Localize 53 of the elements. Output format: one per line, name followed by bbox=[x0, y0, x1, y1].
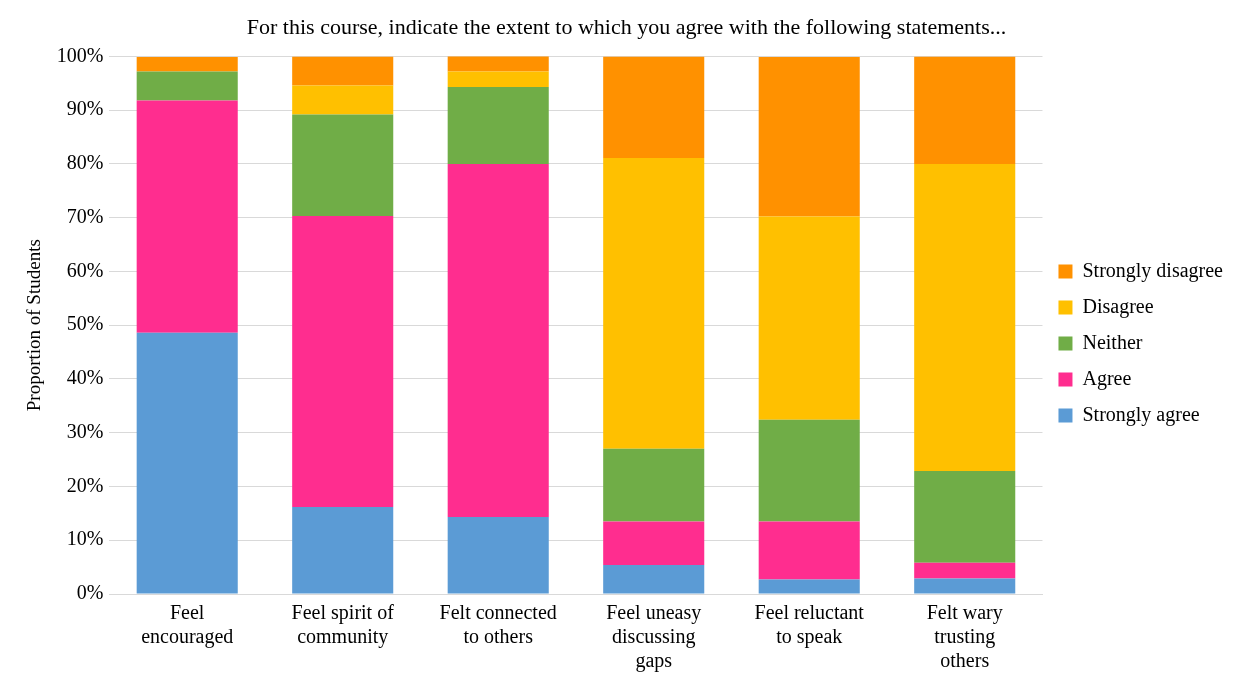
legend-label: Neither bbox=[1082, 330, 1143, 353]
bar bbox=[758, 419, 860, 522]
bar bbox=[914, 56, 1016, 164]
x-tick-label: Feel reluctant to speak bbox=[754, 601, 865, 649]
bar bbox=[136, 100, 238, 333]
y-tick-label: 60% bbox=[66, 258, 104, 281]
bar bbox=[603, 521, 705, 565]
bar bbox=[447, 87, 549, 164]
bar bbox=[136, 71, 238, 101]
x-tick-label: Felt wary trusting others bbox=[926, 601, 1003, 672]
bar bbox=[603, 158, 705, 449]
x-tick-label: Feel spirit of community bbox=[291, 601, 395, 649]
y-tick-label: 70% bbox=[66, 204, 104, 227]
bar bbox=[914, 470, 1016, 563]
bar bbox=[447, 163, 549, 518]
x-tick-label: Feel uneasy discussing gaps bbox=[606, 601, 702, 673]
bar bbox=[914, 562, 1016, 579]
bar bbox=[603, 448, 705, 522]
bar bbox=[447, 56, 549, 72]
chart-title: For this course, indicate the extent to which you agree with the following statements... bbox=[246, 13, 1007, 39]
y-tick-label: 20% bbox=[66, 473, 104, 496]
bar bbox=[758, 579, 860, 594]
bar bbox=[292, 114, 394, 217]
bar bbox=[292, 216, 394, 507]
y-tick-label: 40% bbox=[66, 366, 104, 389]
bar bbox=[758, 216, 860, 420]
bar bbox=[136, 332, 238, 594]
bar bbox=[758, 56, 860, 217]
bar bbox=[292, 506, 394, 594]
bar bbox=[603, 56, 705, 159]
bar bbox=[758, 521, 860, 580]
y-tick-label: 50% bbox=[66, 312, 104, 335]
bar bbox=[603, 564, 705, 594]
bar bbox=[292, 56, 394, 86]
y-tick-label: 30% bbox=[66, 419, 104, 442]
bar bbox=[447, 71, 549, 88]
y-tick-label: 80% bbox=[66, 151, 104, 174]
bar bbox=[292, 85, 394, 115]
y-tick-label: 90% bbox=[66, 97, 104, 120]
y-tick-label: 0% bbox=[76, 581, 104, 604]
y-tick-label: 10% bbox=[66, 527, 104, 550]
legend-label: Disagree bbox=[1082, 294, 1154, 318]
y-axis-title: Proportion of Students bbox=[23, 239, 45, 412]
x-tick-label: Felt connected to others bbox=[439, 601, 557, 648]
bar bbox=[136, 56, 238, 72]
x-tick-label: Feel encouraged bbox=[141, 601, 234, 649]
legend-label: Strongly disagree bbox=[1082, 258, 1224, 282]
bar bbox=[914, 163, 1016, 471]
legend-label: Agree bbox=[1082, 366, 1132, 390]
legend-label: Strongly agree bbox=[1082, 402, 1200, 426]
y-tick-label: 100% bbox=[56, 43, 104, 66]
bar bbox=[914, 578, 1016, 594]
bar bbox=[447, 517, 549, 594]
